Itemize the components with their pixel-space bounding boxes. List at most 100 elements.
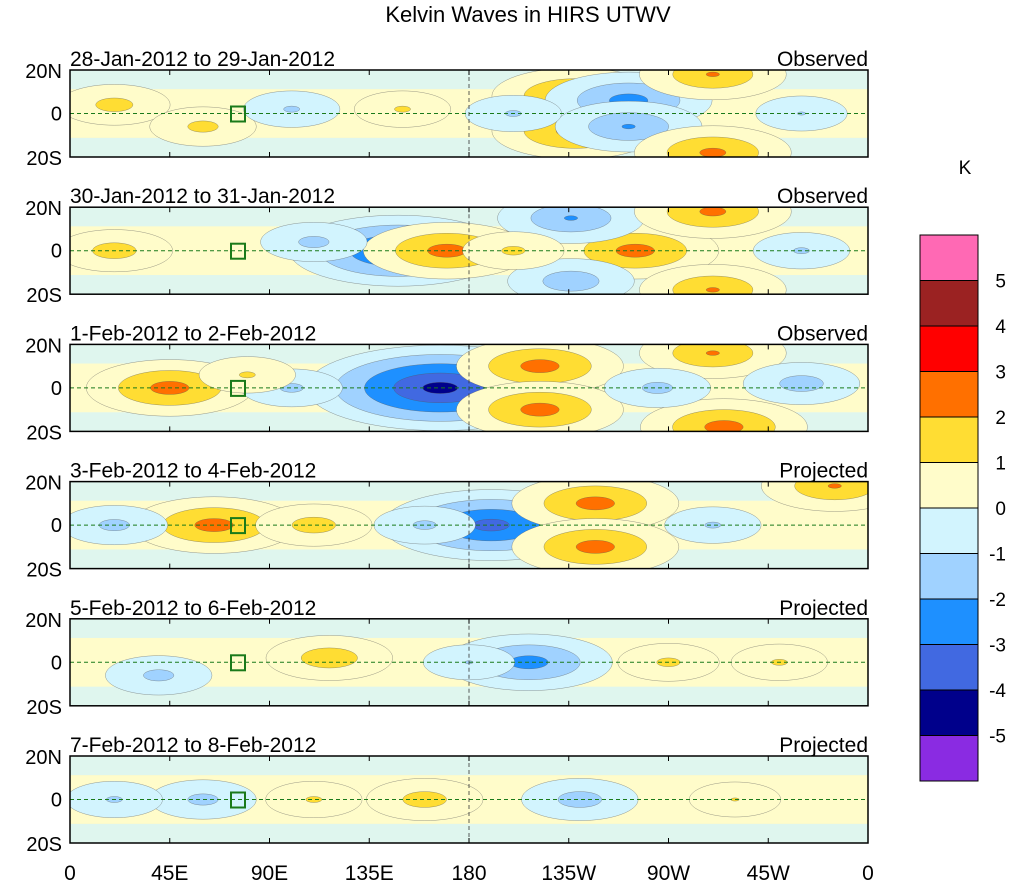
anomaly-contour — [564, 215, 578, 221]
colorbar-tick-label: 5 — [995, 272, 1006, 293]
y-tick-label: 20S — [26, 422, 62, 444]
colorbar-swatch — [919, 553, 979, 600]
colorbar-unit: K — [959, 158, 972, 179]
x-tick-label: 180 — [451, 862, 486, 885]
panel-date-label: 5-Feb-2012 to 6-Feb-2012 — [70, 597, 316, 620]
anomaly-contour — [239, 371, 256, 379]
panel-status-label: Projected — [779, 734, 868, 757]
x-tick-label: 90W — [647, 862, 690, 885]
anomaly-contour — [520, 402, 560, 417]
anomaly-contour — [187, 120, 219, 133]
x-tick-label: 45E — [151, 862, 188, 885]
panel-date-label: 30-Jan-2012 to 31-Jan-2012 — [70, 185, 335, 208]
y-tick-label: 0 — [51, 104, 62, 126]
panel-status-label: Projected — [779, 460, 868, 483]
colorbar: 5 4 3 2 1 0 -1 -2 -3 -4 -5 — [919, 234, 1006, 782]
map-panel: 5-Feb-2012 to 6-Feb-2012 Projected 20N 0 20S — [25, 597, 869, 719]
anomaly-contour — [699, 148, 727, 157]
map-panel: 3-Feb-2012 to 4-Feb-2012 Projected 20N 0 20S — [25, 460, 869, 582]
y-tick-label: 20S — [26, 697, 62, 719]
anomaly-contour — [143, 669, 175, 682]
anomaly-contour — [520, 359, 560, 373]
colorbar-swatch — [919, 325, 979, 372]
anomaly-contour — [557, 791, 602, 808]
anomaly-contour — [575, 496, 615, 511]
x-tick-label: 0 — [862, 862, 874, 885]
x-tick-label: 135W — [541, 862, 596, 885]
y-tick-label: 0 — [51, 790, 62, 812]
anomaly-contour — [794, 481, 868, 500]
anomaly-contour — [301, 647, 358, 669]
colorbar-tick-label: -4 — [989, 681, 1006, 702]
anomaly-contour — [706, 350, 720, 356]
anomaly-contour — [291, 517, 336, 534]
anomaly-contour — [283, 105, 300, 113]
anomaly-contour — [706, 287, 720, 293]
y-tick-label: 20N — [25, 473, 62, 495]
y-tick-label: 20N — [25, 61, 62, 83]
panel-date-label: 1-Feb-2012 to 2-Feb-2012 — [70, 322, 316, 345]
colorbar-tick-label: 4 — [995, 317, 1006, 338]
anomaly-contour — [672, 344, 754, 368]
anomaly-contour — [666, 207, 759, 228]
colorbar-tick-label: -2 — [989, 590, 1006, 611]
anomaly-contour — [575, 540, 615, 554]
x-tick-label: 45W — [747, 862, 790, 885]
panel-date-label: 7-Feb-2012 to 8-Feb-2012 — [70, 734, 316, 757]
colorbar-swatch — [919, 234, 979, 281]
anomaly-contour — [666, 136, 759, 157]
colorbar-tick-label: 3 — [995, 363, 1006, 384]
colorbar-tick-label: 1 — [995, 454, 1006, 475]
anomaly-contour — [394, 105, 411, 113]
y-tick-label: 0 — [51, 652, 62, 674]
colorbar-swatch — [919, 689, 979, 736]
lake-outline — [230, 379, 246, 397]
anomaly-contour — [298, 236, 330, 248]
x-tick-label: 90E — [251, 862, 288, 885]
colorbar-tick-label: 2 — [995, 408, 1006, 429]
panel-status-label: Observed — [777, 48, 868, 71]
colorbar-tick-label: 0 — [995, 499, 1006, 520]
chart-title: Kelvin Waves in HIRS UTWV — [385, 2, 671, 27]
anomaly-contour — [621, 124, 636, 130]
anomaly-contour — [699, 207, 727, 217]
panel-date-label: 3-Feb-2012 to 4-Feb-2012 — [70, 460, 316, 483]
colorbar-swatch — [919, 644, 979, 691]
lake-outline — [230, 791, 246, 809]
x-tick-label: 135E — [345, 862, 394, 885]
anomaly-contour — [779, 375, 824, 392]
colorbar-swatch — [919, 280, 979, 327]
lake-outline — [230, 517, 246, 535]
anomaly-contour — [704, 420, 744, 432]
panel-status-label: Projected — [779, 597, 868, 620]
anomaly-contour — [672, 275, 754, 295]
map-panel: 30-Jan-2012 to 31-Jan-2012 Observed 20N 0 20… — [25, 185, 869, 307]
panel-status-label: Observed — [777, 322, 868, 345]
map-panel: 1-Feb-2012 to 2-Feb-2012 Observed 20N 0 20S — [25, 322, 869, 444]
colorbar-swatch — [919, 735, 979, 782]
y-tick-label: 0 — [51, 515, 62, 537]
y-tick-label: 20S — [26, 285, 62, 307]
y-tick-label: 20N — [25, 747, 62, 769]
anomaly-contour — [827, 483, 842, 489]
lake-outline — [230, 242, 246, 260]
y-tick-label: 20N — [25, 610, 62, 632]
anomaly-contour — [427, 244, 467, 258]
anomaly-contour — [615, 244, 655, 258]
y-tick-label: 20S — [26, 148, 62, 170]
y-tick-label: 0 — [51, 241, 62, 263]
colorbar-swatch — [919, 507, 979, 554]
y-tick-label: 20N — [25, 198, 62, 220]
anomaly-contour — [706, 71, 720, 77]
colorbar-tick-label: -3 — [989, 636, 1006, 657]
colorbar-swatch — [919, 416, 979, 463]
map-panel: 7-Feb-2012 to 8-Feb-2012 Projected 20N 0 20S — [25, 734, 869, 856]
x-tick-label: 0 — [64, 862, 76, 885]
anomaly-contour — [305, 796, 323, 803]
colorbar-swatch — [919, 598, 979, 645]
colorbar-swatch — [919, 371, 979, 418]
lake-outline — [230, 105, 246, 123]
colorbar-tick-label: -5 — [989, 727, 1006, 748]
